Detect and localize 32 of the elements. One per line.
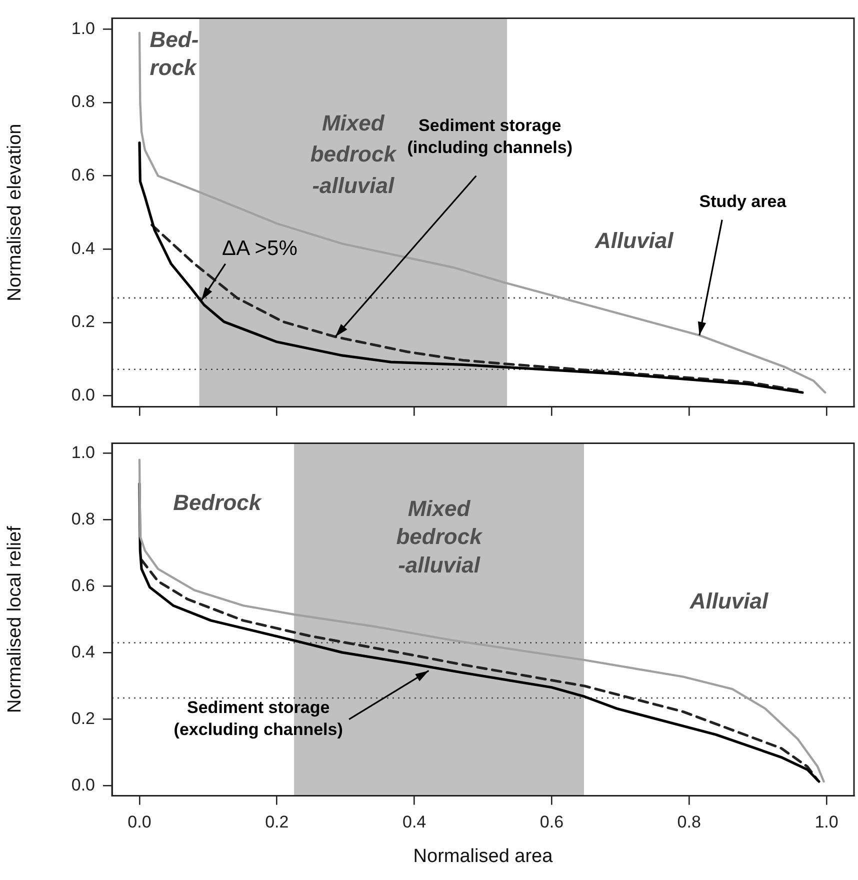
y-tick-label: 0.8 [71,92,95,112]
x-tick-label: 0.8 [677,812,701,832]
annotation: Study area [699,192,787,211]
annotation: Alluvial [594,228,674,253]
x-axis-title: Normalised area [413,846,554,867]
y-tick-label: 0.0 [71,385,95,404]
y-tick-label: 0.4 [71,238,95,258]
y-axis-title: Normalised elevation [4,124,26,302]
y-tick-label: 1.0 [71,18,95,38]
y-tick-label: 0.6 [71,166,95,185]
y-tick-label: 0.8 [71,509,95,528]
line-series [140,558,819,782]
annotation: Sediment storage (including channels) [407,116,573,158]
annotation: Bed- rock [150,26,199,80]
x-tick-label: 0.2 [265,812,289,832]
y-tick-label: 0.4 [71,642,95,662]
y-tick-label: 0.0 [71,776,95,795]
band-label: Mixed bedrock -alluvial [310,110,398,198]
y-axis-title: Normalised local relief [4,525,26,713]
annotation: Bedrock [173,490,263,515]
annotation: Alluvial [688,588,769,614]
x-tick-label: 0.4 [402,812,426,832]
annotation: ΔA >5% [222,236,298,260]
band-label: Mixed bedrock -alluvial [396,496,484,578]
y-tick-label: 0.2 [71,708,95,728]
x-tick-label: 0.0 [128,812,152,832]
y-tick-label: 0.6 [71,576,95,595]
y-tick-label: 0.2 [71,312,95,332]
x-tick-label: 1.0 [814,812,838,832]
annotation: Sediment storage (excluding channels) [174,698,343,739]
x-tick-label: 0.6 [540,812,564,832]
y-tick-label: 1.0 [71,442,95,462]
